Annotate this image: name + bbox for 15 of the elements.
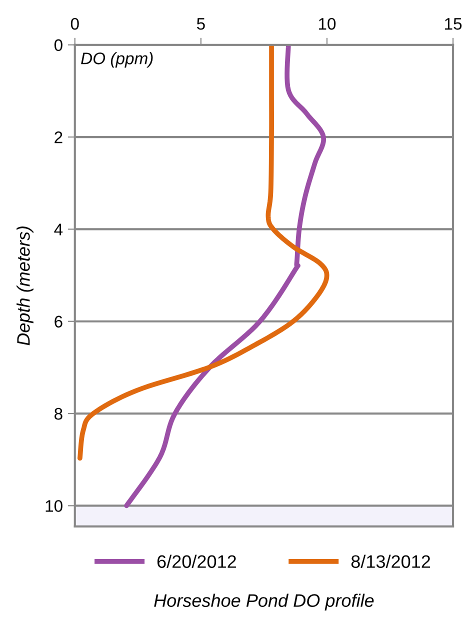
text: Horseshoe Pond DO profile: [154, 594, 374, 611]
legend-label: 8/13/2012: [351, 554, 430, 568]
annotation: DO (ppm): [81, 52, 153, 68]
y-tick-label: 2: [54, 131, 62, 144]
y-tick-label: 8: [54, 408, 62, 420]
legend-label: 6/20/2012: [157, 554, 236, 568]
y-tick-label: 6: [54, 316, 62, 328]
y-tick-label: 4: [54, 224, 63, 236]
x-tick-label: 5: [196, 18, 205, 30]
x-tick-label: 15: [445, 18, 462, 30]
y-tick-label: 0: [54, 39, 62, 52]
x-tick-label: 10: [318, 18, 336, 30]
x-tick-label: 0: [70, 18, 79, 30]
y-tick-label: 10: [46, 500, 62, 512]
y-axis-title: Depth (meters): [16, 226, 34, 346]
